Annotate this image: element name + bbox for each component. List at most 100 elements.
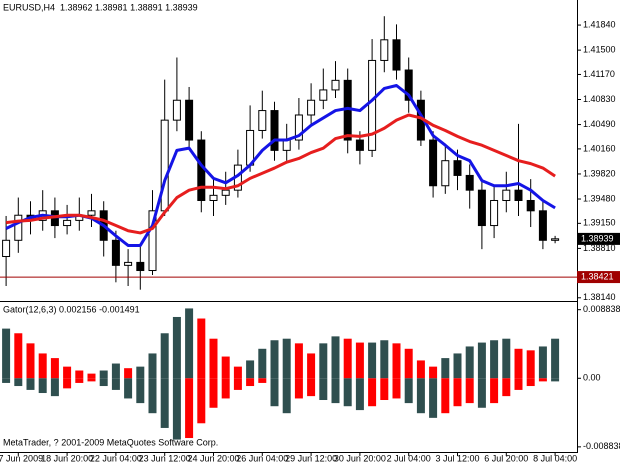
gator-bar [282, 338, 291, 379]
gator-bar [160, 333, 169, 379]
gator-bar [294, 343, 303, 379]
gator-bar [429, 366, 438, 379]
candle-body [465, 174, 474, 191]
candle-body [258, 110, 267, 131]
y-tick-label: 1.40830 [583, 94, 616, 104]
gator-bar [148, 353, 157, 379]
gator-bar [331, 336, 340, 379]
candle-body [63, 219, 72, 227]
candle-body [294, 114, 303, 141]
gator-bar [490, 340, 499, 379]
candle-body [282, 139, 291, 151]
gator-bar [331, 378, 340, 404]
moving-average [5, 113, 556, 235]
gator-bar [441, 378, 450, 414]
chart-title: EURUSD,H4 [3, 2, 55, 12]
gator-bar [368, 342, 377, 379]
indicator-title: Gator(12,6,3) 0.002156 -0.001491 [3, 304, 140, 314]
candle-body [453, 160, 462, 176]
gator-bar [258, 348, 267, 379]
y-tick-label: 1.41170 [583, 69, 615, 79]
gator-bar [136, 378, 145, 404]
candle-body [477, 189, 486, 227]
candle-body [2, 239, 11, 258]
gator-bar [270, 378, 279, 407]
x-tick-label: 23 Jun 12:00 [139, 453, 191, 463]
gator-bar [38, 378, 47, 394]
gator-bar [2, 378, 11, 383]
y-tick-label: 1.39480 [583, 193, 616, 203]
gator-bar [209, 378, 218, 408]
x-tick-label: 26 Jun 04:00 [236, 453, 288, 463]
candle-body [197, 139, 206, 201]
gator-bar [148, 378, 157, 414]
candle-body [270, 110, 279, 151]
gator-bar [538, 378, 547, 382]
gator-bar [221, 356, 230, 379]
candle-body [490, 199, 499, 227]
candle-body [404, 69, 413, 101]
gator-bar [246, 360, 255, 379]
gator-bar [368, 378, 377, 407]
gator-bar [319, 378, 328, 401]
candle-body [14, 214, 23, 241]
y-tick-label: 0.008838 [583, 304, 620, 314]
gator-bar [2, 328, 11, 379]
y-tick-label: 1.40490 [583, 119, 616, 129]
gator-bar [416, 378, 425, 414]
gator-bar [429, 378, 438, 418]
candle-body [331, 79, 340, 91]
gator-bar [551, 338, 560, 379]
gator-bar [453, 353, 462, 379]
gator-bar [197, 378, 206, 424]
gator-bar [392, 378, 401, 399]
gator-bar [514, 378, 523, 390]
gator-bar [453, 378, 462, 407]
gator-bar [307, 353, 316, 379]
gator-bar [551, 378, 560, 382]
gator-bar [63, 378, 72, 389]
y-tick-label: 1.41500 [583, 44, 616, 54]
gator-bar [319, 343, 328, 379]
candle-body [160, 119, 169, 212]
gator-bar [26, 378, 35, 390]
gator-bar [343, 338, 352, 379]
gator-bar [87, 373, 96, 379]
gator-bar [38, 353, 47, 379]
gator-bar [355, 378, 364, 411]
ohlc-readout: 1.38962 1.38981 1.38891 1.38939 [60, 2, 198, 12]
x-tick-label: 17 Jun 2009 [0, 453, 43, 463]
candle-body [526, 199, 535, 212]
candle-body [209, 194, 218, 201]
x-tick-label: 2 Jul 04:00 [387, 453, 431, 463]
gator-bar [14, 378, 23, 387]
candle-body [538, 210, 547, 241]
y-tick-label: 1.38140 [583, 292, 616, 302]
gator-bar [63, 366, 72, 379]
x-tick-label: 8 Jul 04:00 [533, 453, 577, 463]
candle-body [172, 99, 181, 121]
x-tick-label: 6 Jul 20:00 [484, 453, 528, 463]
gator-bar [307, 378, 316, 397]
gator-bar [233, 378, 242, 390]
gator-bar [99, 370, 108, 379]
gator-bar [75, 378, 84, 383]
candle-body [136, 261, 145, 272]
last-price-box [577, 232, 620, 245]
gator-bar [282, 378, 291, 414]
gator-bar [14, 333, 23, 379]
candle-body [502, 189, 511, 201]
gator-bar [538, 346, 547, 379]
gator-bar [416, 360, 425, 379]
y-tick-label: 1.39150 [583, 218, 616, 228]
gator-bar [270, 340, 279, 379]
candle-body [319, 89, 328, 101]
gator-bar [294, 378, 303, 399]
gator-bar [172, 378, 181, 440]
gator-bar [87, 378, 96, 382]
gator-bar [477, 378, 486, 408]
gator-bar [75, 370, 84, 379]
x-tick-label: 24 Jun 20:00 [187, 453, 239, 463]
